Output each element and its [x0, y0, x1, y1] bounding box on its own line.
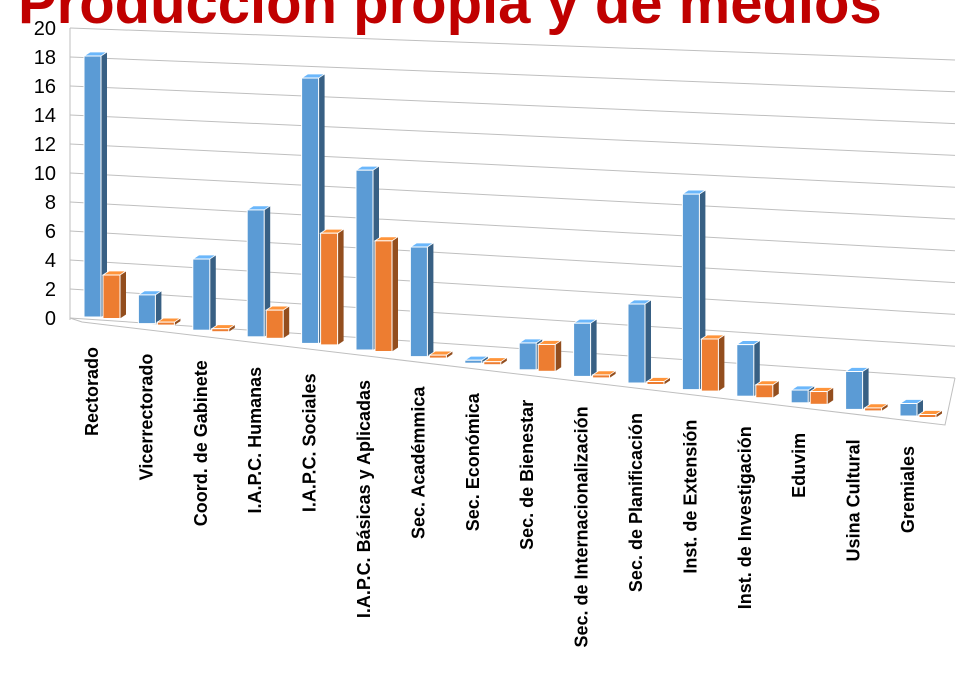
category-label: Gremiales [898, 446, 918, 533]
bar-orange [373, 236, 400, 352]
gridline [69, 201, 956, 252]
bar-blue [572, 318, 598, 377]
bar-blue [898, 399, 925, 417]
bar-orange [101, 270, 128, 319]
category-label: Usina Cultural [844, 439, 864, 561]
gridline [69, 288, 956, 347]
bar-orange [536, 340, 563, 372]
y-tick-label: 16 [34, 76, 56, 98]
y-tick-label: 12 [34, 134, 56, 156]
category-label: Inst. de Extensión [680, 420, 700, 574]
y-tick-label: 20 [34, 18, 56, 40]
category-label: Vicerrectorado [136, 354, 156, 481]
category-label: Eduvim [789, 433, 809, 498]
floor-edge [69, 317, 956, 426]
y-tick-label: 18 [34, 47, 56, 69]
gridline [69, 172, 956, 220]
gridline [69, 143, 956, 188]
bar-orange [319, 228, 345, 346]
category-label: Inst. de Investigación [735, 426, 755, 609]
x-axis-labels: Rectorado Vicerrectorado Coord. de Gabinet… [82, 347, 918, 647]
bar-orange [863, 403, 889, 412]
category-label: Sec. de Planificación [626, 413, 646, 592]
bar-blue [463, 355, 490, 364]
y-tick-label: 2 [45, 279, 56, 301]
bar-blue [137, 290, 163, 325]
category-label: Sec. de Bienestar [517, 400, 537, 550]
bar-orange [156, 317, 182, 326]
y-tick-label: 8 [45, 192, 56, 214]
bar-orange [808, 387, 835, 405]
category-label: I.A.P.C. Sociales [300, 373, 320, 512]
y-tick-label: 6 [45, 221, 56, 243]
category-label: Rectorado [82, 347, 102, 436]
category-label: I.A.P.C. Humanas [245, 367, 265, 514]
category-label: Coord. de Gabinete [191, 360, 211, 526]
category-label: Sec. de Internacionalización [572, 406, 592, 647]
category-label: Sec. Académmica [408, 386, 428, 539]
bar-orange [645, 377, 672, 385]
gridline [69, 56, 956, 93]
bar-blue [409, 242, 435, 358]
gridline [69, 114, 956, 156]
y-tick-label: 0 [45, 308, 56, 330]
y-tick-label: 10 [34, 163, 56, 185]
bar-orange [700, 334, 726, 392]
bar-blue [191, 254, 218, 331]
bar-orange [428, 350, 454, 359]
bar-orange [754, 380, 781, 399]
y-tick-label: 4 [45, 250, 56, 272]
gridline [69, 27, 956, 61]
bar-blue [735, 340, 762, 397]
bars [82, 51, 944, 418]
gridline [69, 259, 956, 315]
chart-title: Producción propia y de medios [18, 0, 882, 36]
gridline [69, 230, 956, 284]
y-axis-ticks: 0 2 4 6 8 10 12 14 16 18 20 [34, 18, 56, 330]
bar-blue [844, 367, 870, 410]
bar-orange [591, 370, 617, 379]
bar-orange [917, 410, 944, 418]
y-tick-label: 14 [34, 105, 56, 127]
bar-blue [681, 189, 707, 391]
bar-blue [245, 205, 272, 338]
category-label: I.A.P.C. Básicas y Aplicadas [354, 380, 374, 618]
bar-orange [210, 324, 237, 333]
gridline [69, 85, 956, 125]
bar-orange [482, 357, 509, 366]
category-label: Sec. Económica [463, 392, 483, 531]
gridlines [69, 27, 956, 426]
bar-blue [626, 299, 653, 384]
bar-orange [264, 305, 291, 339]
bar-blue [82, 51, 109, 318]
